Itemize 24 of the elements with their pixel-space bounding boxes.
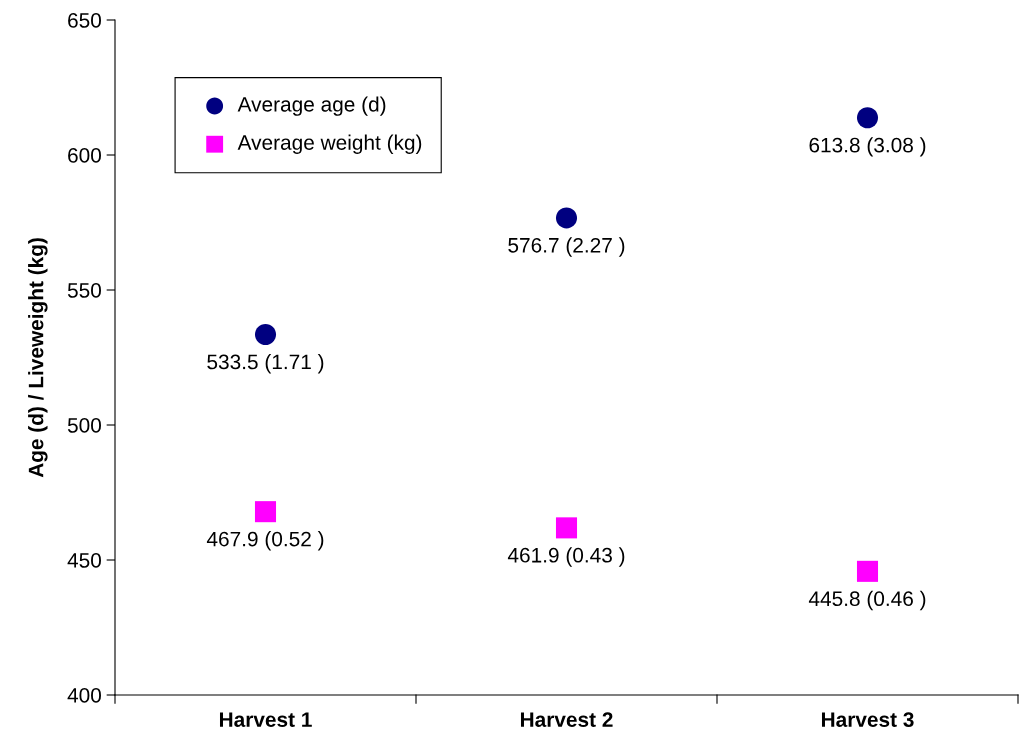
- y-axis-title: Age (d) / Liveweight (kg): [28, 238, 48, 478]
- data-label: 613.8 (3.08 ): [809, 137, 926, 157]
- y-tick-label: 400: [67, 688, 101, 703]
- point: [254, 324, 277, 346]
- point: [254, 501, 277, 523]
- x-tick-label: Harvest 1: [219, 712, 312, 727]
- legend-label: Average weight (kg): [237, 134, 422, 155]
- x-tick-label: Harvest 2: [520, 712, 613, 727]
- y-tick-label: 600: [68, 148, 101, 163]
- y-tick-label: 450: [67, 553, 101, 568]
- data-label: 445.8 (0.46 ): [808, 590, 926, 611]
- y-tick-label: 650: [68, 13, 101, 28]
- data-label: 461.9 (0.43 ): [507, 547, 625, 567]
- data-label: 576.7 (2.27 ): [508, 237, 625, 257]
- legend-label: Average age (d): [237, 96, 386, 116]
- data-label: 467.9 (0.52 ): [206, 531, 324, 551]
- point: [856, 107, 879, 129]
- y-tick-label: 500: [67, 418, 101, 433]
- point: [856, 560, 879, 582]
- point: [555, 517, 578, 539]
- data-label: 533.5 (1.71 ): [207, 353, 324, 374]
- point: [555, 207, 578, 229]
- x-tick-label: Harvest 3: [821, 712, 914, 727]
- y-tick-label: 550: [67, 283, 101, 298]
